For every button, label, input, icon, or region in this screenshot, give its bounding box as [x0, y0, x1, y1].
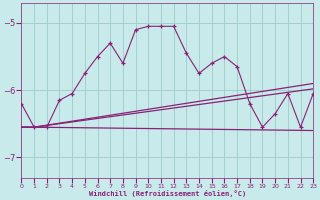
- X-axis label: Windchill (Refroidissement éolien,°C): Windchill (Refroidissement éolien,°C): [89, 190, 246, 197]
